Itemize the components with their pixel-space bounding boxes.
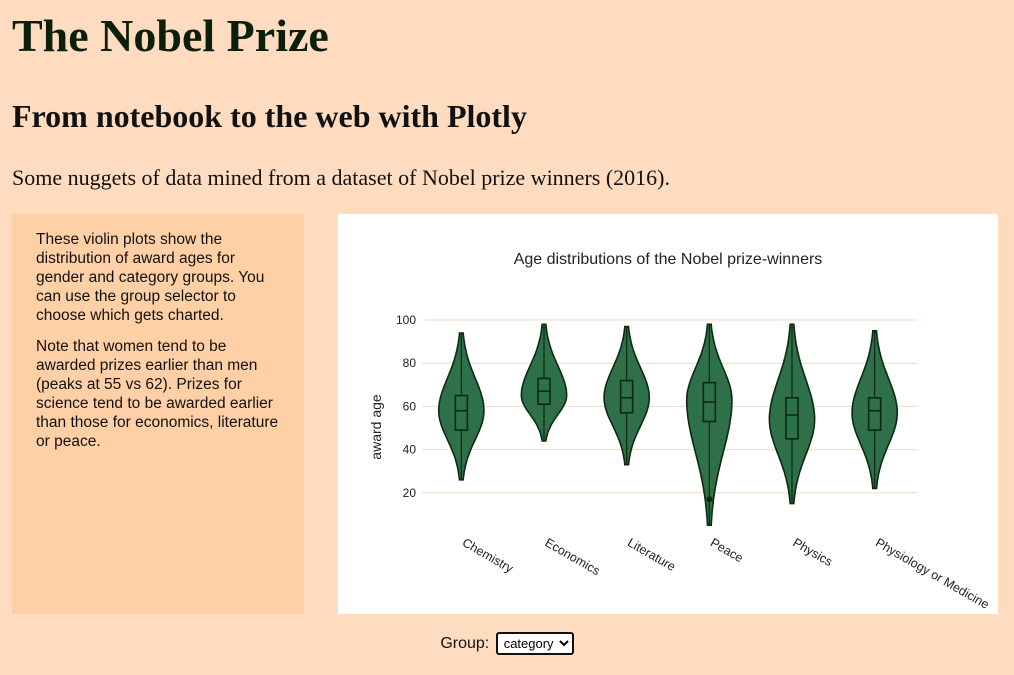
x-tick-label: Physics [791, 535, 835, 569]
y-axis-label: award age [368, 394, 384, 460]
violin-literature[interactable] [603, 325, 651, 466]
y-tick-label: 40 [403, 443, 417, 457]
info-paragraph-2: Note that women tend to be awarded prize… [36, 338, 279, 450]
intro-text: Some nuggets of data mined from a datase… [12, 165, 670, 190]
violin-chemistry[interactable] [437, 332, 485, 481]
violin-physics[interactable] [768, 323, 816, 505]
violin-peace[interactable] [685, 323, 733, 526]
group-select[interactable]: category [495, 632, 574, 655]
violin-physiology-or-medicine[interactable] [851, 330, 899, 490]
violin-outlier [706, 496, 713, 503]
gridlines [422, 319, 918, 494]
violin-chart-panel: Age distributions of the Nobel prize-win… [338, 214, 998, 614]
chart-title: Age distributions of the Nobel prize-win… [514, 251, 823, 268]
y-tick-labels: 20 40 60 80 100 [396, 313, 416, 500]
violin-box [619, 379, 634, 414]
info-panel: These violin plots show the distribution… [12, 214, 304, 614]
x-tick-label: Chemistry [460, 535, 516, 576]
violin-box [454, 394, 469, 431]
y-tick-label: 80 [403, 356, 417, 370]
x-tick-label: Peace [708, 535, 746, 565]
violin-box [785, 396, 799, 440]
y-tick-label: 100 [396, 313, 416, 327]
page-subtitle: From notebook to the web with Plotly [12, 98, 527, 134]
y-tick-label: 60 [403, 399, 417, 413]
violin-economics[interactable] [520, 323, 568, 442]
info-paragraph-1: These violin plots show the distribution… [36, 231, 265, 324]
x-tick-label: Economics [543, 535, 603, 578]
page-title: The Nobel Prize [12, 10, 329, 61]
violin-box [867, 396, 882, 431]
violins [437, 323, 899, 526]
violin-chart: Age distributions of the Nobel prize-win… [368, 251, 992, 612]
y-tick-label: 20 [403, 486, 417, 500]
group-label: Group: [440, 635, 490, 652]
x-tick-label: Literature [625, 535, 678, 574]
x-tick-label: Physiology or Medicine [873, 535, 991, 611]
group-control: Group: category [0, 632, 1014, 655]
x-tick-labels: Chemistry Economics Literature Peace Physics… [460, 535, 992, 611]
